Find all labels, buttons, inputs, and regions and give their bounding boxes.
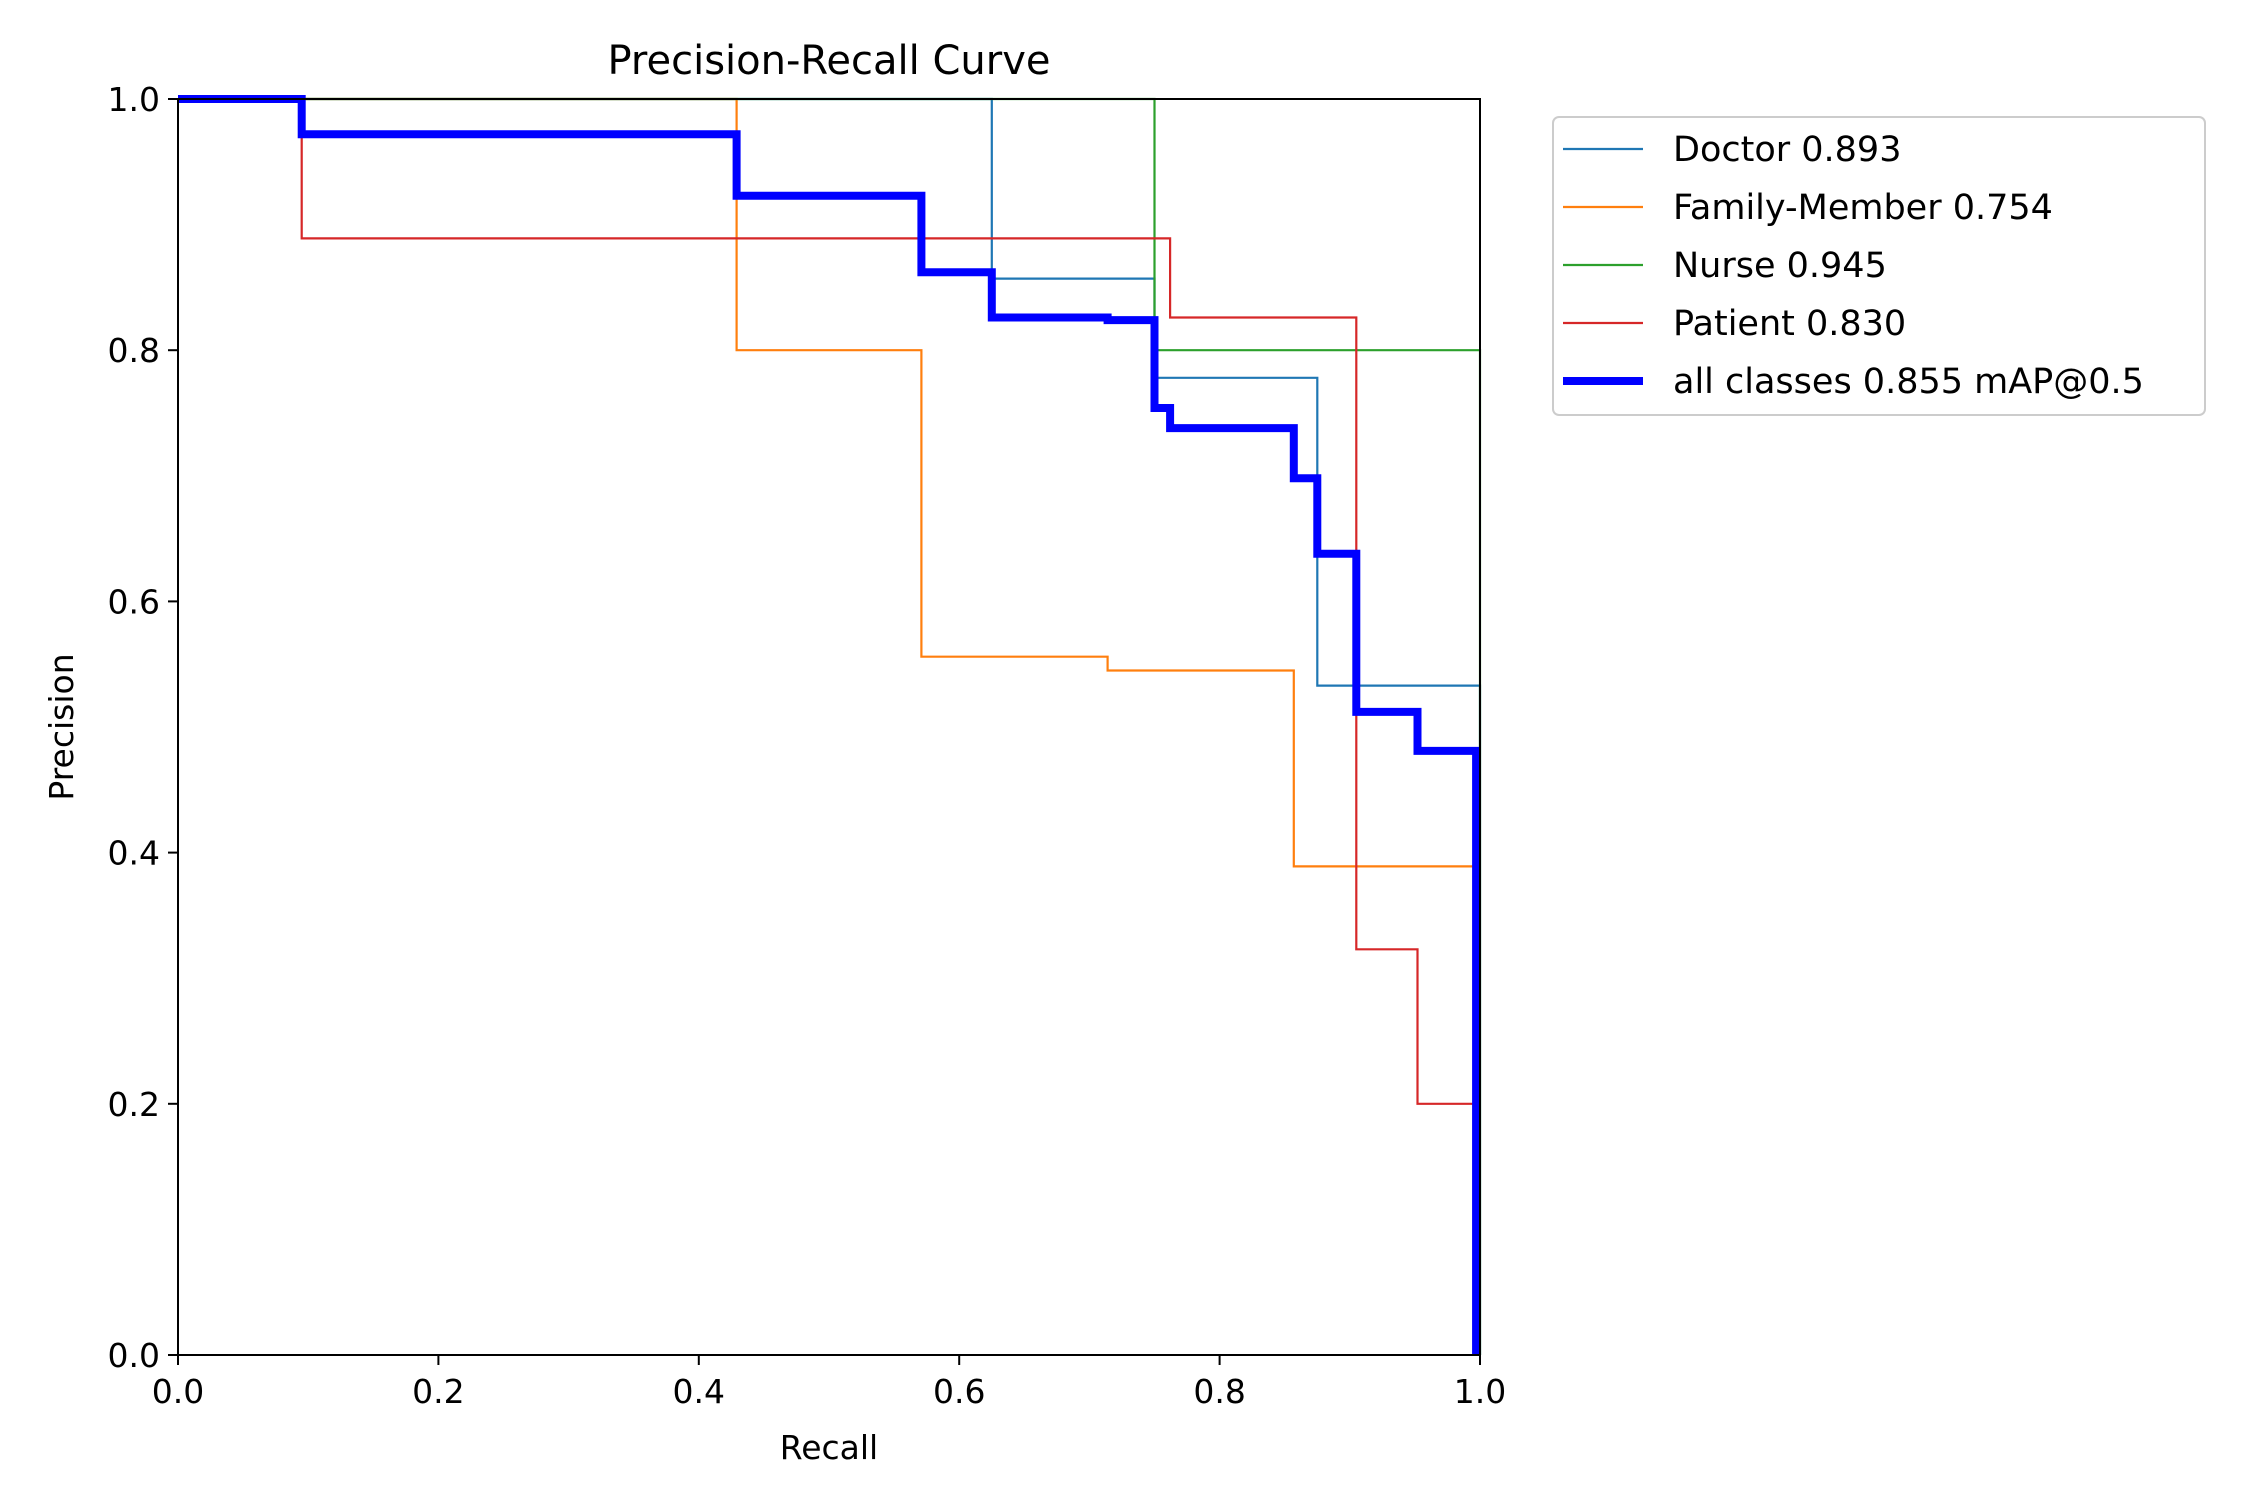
- y-tick-label: 0.8: [108, 331, 160, 370]
- legend-item-doctor-0-893: Doctor 0.893: [1563, 130, 1901, 170]
- legend-label: Nurse 0.945: [1673, 246, 1887, 286]
- y-tick-label: 0.0: [108, 1336, 160, 1375]
- legend-label: all classes 0.855 mAP@0.5: [1673, 362, 2144, 402]
- plot-frame: [177, 98, 1481, 1356]
- series-line-nurse-0-945: [178, 97, 1482, 1355]
- legend-label: Family-Member 0.754: [1673, 188, 2053, 228]
- legend-label: Doctor 0.893: [1673, 130, 1901, 170]
- series-line-doctor-0-893: [178, 97, 1482, 1355]
- legend: Doctor 0.893 Family-Member 0.754 Nurse 0.9…: [1552, 116, 2206, 416]
- x-tick-label: 0.6: [933, 1372, 985, 1411]
- series-line-patient-0-830: [178, 97, 1475, 1355]
- y-tick-label: 0.2: [108, 1085, 160, 1124]
- legend-item-family-member-0-754: Family-Member 0.754: [1563, 188, 2053, 228]
- y-tick-label: 0.4: [108, 834, 160, 873]
- series-line-all-classes-0-855-map-0-5: [178, 95, 1481, 1355]
- legend-box: [1552, 116, 2206, 416]
- x-tick-label: 1.0: [1454, 1372, 1506, 1411]
- y-axis-ticks: 0.0 0.2 0.4 0.6 0.8 1.0: [108, 80, 178, 1375]
- x-tick-label: 0.8: [1193, 1372, 1245, 1411]
- chart-title: Precision-Recall Curve: [608, 38, 1051, 84]
- y-tick-label: 1.0: [108, 80, 160, 119]
- legend-items: Doctor 0.893 Family-Member 0.754 Nurse 0.9…: [1563, 130, 2144, 402]
- x-tick-label: 0.4: [673, 1372, 725, 1411]
- y-axis-label: Precision: [42, 653, 81, 800]
- legend-item-all-classes-0-855-map-0-5: all classes 0.855 mAP@0.5: [1563, 362, 2144, 402]
- legend-item-nurse-0-945: Nurse 0.945: [1563, 246, 1887, 286]
- series-line-family-member-0-754: [178, 97, 1475, 1355]
- legend-item-patient-0-830: Patient 0.830: [1563, 304, 1906, 344]
- x-tick-label: 0.2: [412, 1372, 464, 1411]
- x-tick-label: 0.0: [152, 1372, 204, 1411]
- plot-lines: [178, 95, 1482, 1355]
- x-axis-label: Recall: [780, 1428, 878, 1467]
- legend-label: Patient 0.830: [1673, 304, 1906, 344]
- x-axis-ticks: 0.0 0.2 0.4 0.6 0.8 1.0: [152, 1355, 1506, 1411]
- y-tick-label: 0.6: [108, 582, 160, 621]
